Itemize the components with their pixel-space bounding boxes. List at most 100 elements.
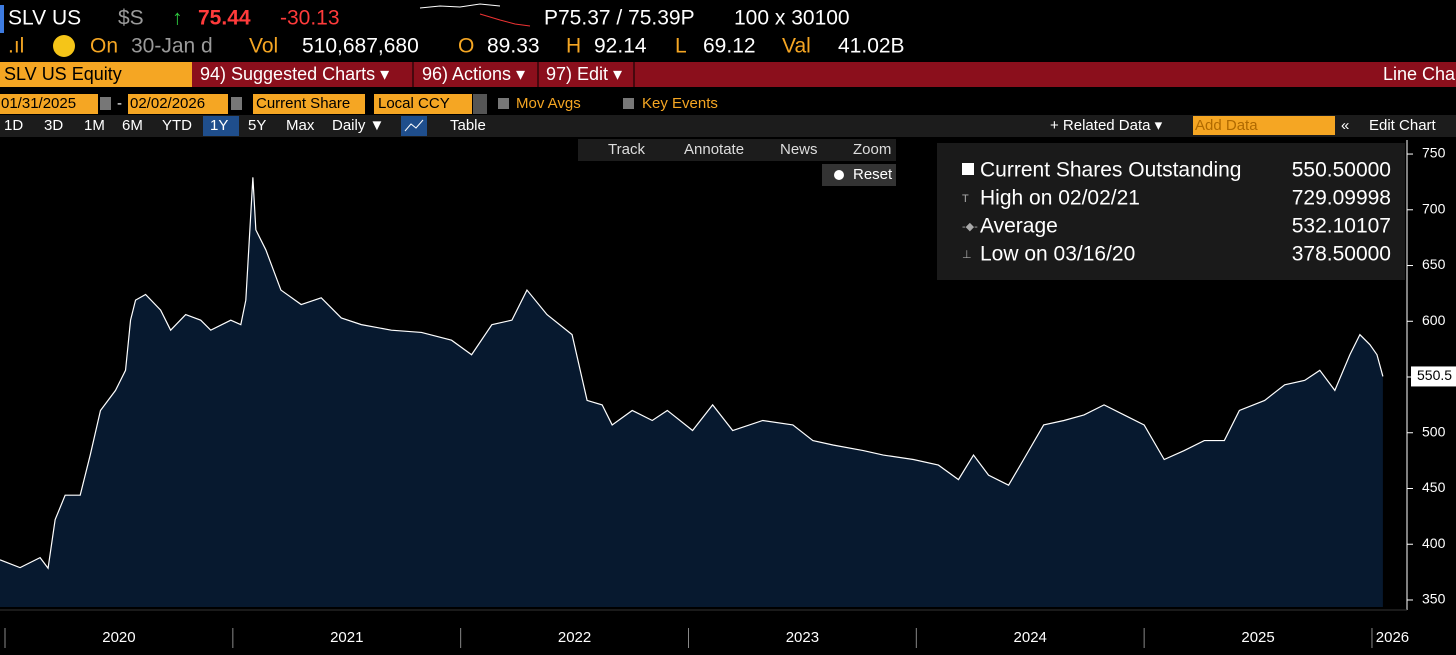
period-button[interactable]: Max: [286, 117, 315, 134]
dash: -: [117, 95, 122, 112]
legend-value: 550.50000: [1292, 159, 1391, 182]
sparkline: [479, 13, 531, 27]
date: 30-Jan d: [131, 35, 213, 58]
edit-chart[interactable]: Edit Chart: [1369, 117, 1437, 134]
legend-label: Current Shares Outstanding: [980, 159, 1241, 182]
input[interactable]: [1193, 116, 1335, 135]
field[interactable]: Current Share: [256, 95, 350, 112]
y-tick-label: 750: [1422, 145, 1446, 161]
size: 100 x 30100: [734, 7, 850, 30]
y-tick-label: 400: [1422, 535, 1446, 551]
option[interactable]: Mov Avgs: [516, 95, 581, 112]
label: Val: [782, 35, 811, 58]
line: [0, 177, 1384, 570]
y-tick-label: 700: [1422, 200, 1446, 216]
checkbox[interactable]: [498, 98, 509, 109]
period-button[interactable]: 6M: [122, 117, 143, 134]
legend-label: Low on 03/16/20: [980, 243, 1135, 266]
chart-title: Line Cha: [1383, 64, 1456, 84]
tool[interactable]: Track: [608, 141, 645, 158]
collapse[interactable]: «: [1341, 117, 1349, 134]
input[interactable]: [128, 94, 228, 114]
ticker: SLV US: [8, 7, 81, 30]
legend-label: High on 02/02/21: [980, 187, 1140, 210]
icon: .ıl: [8, 35, 24, 58]
period-button[interactable]: YTD: [162, 117, 192, 134]
last-value-label: 550.5: [1417, 367, 1452, 383]
legend-value: 532.10107: [1292, 215, 1391, 238]
period-button[interactable]: 1M: [84, 117, 105, 134]
label: Vol: [249, 35, 278, 58]
marker: [0, 5, 4, 33]
value: 69.12: [703, 35, 756, 58]
tool[interactable]: Annotate: [684, 141, 744, 158]
value: 510,687,680: [302, 35, 419, 58]
gauge-icon: [53, 35, 75, 57]
menu-item[interactable]: 97) Edit ▾: [546, 64, 622, 84]
active-button[interactable]: [203, 116, 239, 136]
x-tick-label: 2022: [558, 629, 591, 646]
value: 92.14: [594, 35, 647, 58]
tool[interactable]: Reset: [853, 166, 893, 183]
y-tick-label: 350: [1422, 591, 1446, 607]
x-tick-label: 2026: [1376, 629, 1409, 646]
legend-value: 378.50000: [1292, 243, 1391, 266]
checkbox[interactable]: [623, 98, 634, 109]
last-value-tag: [1411, 366, 1456, 387]
x-tick-label: 2023: [786, 629, 819, 646]
y-tick-label: 600: [1422, 312, 1446, 328]
label: L: [675, 35, 687, 58]
period-button[interactable]: 3D: [44, 117, 63, 134]
input[interactable]: [374, 94, 472, 114]
period-button[interactable]: 5Y: [248, 117, 266, 134]
legend-box: [937, 143, 1405, 280]
legend-swatch: [962, 163, 974, 175]
input[interactable]: [253, 94, 365, 114]
legend-icon: -◆-: [962, 221, 978, 233]
label: O: [458, 35, 474, 58]
period-button[interactable]: 1D: [4, 117, 23, 134]
security-box: [0, 62, 192, 87]
menu-bar: [0, 62, 1456, 87]
legend-icon: ⊥: [962, 249, 972, 261]
y-tick-label: 450: [1422, 479, 1446, 495]
add-data[interactable]: Add Data: [1195, 117, 1258, 134]
period-button[interactable]: 1Y: [210, 117, 228, 134]
area: [0, 177, 1383, 607]
currency-select[interactable]: Local CCY: [378, 95, 450, 112]
tool[interactable]: Zoom: [853, 141, 891, 158]
frequency[interactable]: Daily ▼: [332, 117, 384, 134]
legend-icon: T: [962, 193, 969, 205]
x-tick-label: 2020: [102, 629, 135, 646]
line-icon: [404, 119, 424, 132]
value: 89.33: [487, 35, 540, 58]
toolbar: [0, 115, 1456, 137]
currency: $S: [118, 7, 144, 30]
end-date[interactable]: 02/02/2026: [130, 95, 205, 112]
reset-button[interactable]: [822, 164, 896, 186]
reset-icon: [834, 170, 844, 180]
related-data[interactable]: + Related Data ▾: [1050, 117, 1163, 134]
tool-bar: [578, 139, 896, 161]
legend-value: 729.09998: [1292, 187, 1391, 210]
value: 41.02B: [838, 35, 905, 58]
input[interactable]: [0, 94, 98, 114]
option[interactable]: Key Events: [642, 95, 718, 112]
calendar-icon[interactable]: [231, 97, 242, 110]
change: -30.13: [280, 7, 340, 30]
menu-item[interactable]: 96) Actions ▾: [422, 64, 525, 84]
x-tick-label: 2024: [1014, 629, 1047, 646]
start-date[interactable]: 01/31/2025: [1, 95, 76, 112]
tool[interactable]: News: [780, 141, 818, 158]
sparkline: [419, 3, 501, 9]
price: 75.44: [198, 7, 251, 30]
table-button[interactable]: Table: [450, 117, 486, 134]
y-tick-label: 500: [1422, 423, 1446, 439]
dropdown[interactable]: [473, 94, 487, 114]
security[interactable]: SLV US Equity: [4, 64, 122, 84]
calendar-icon[interactable]: [100, 97, 111, 110]
label: On: [90, 35, 118, 58]
menu-item[interactable]: 94) Suggested Charts ▾: [200, 64, 389, 84]
label: H: [566, 35, 581, 58]
